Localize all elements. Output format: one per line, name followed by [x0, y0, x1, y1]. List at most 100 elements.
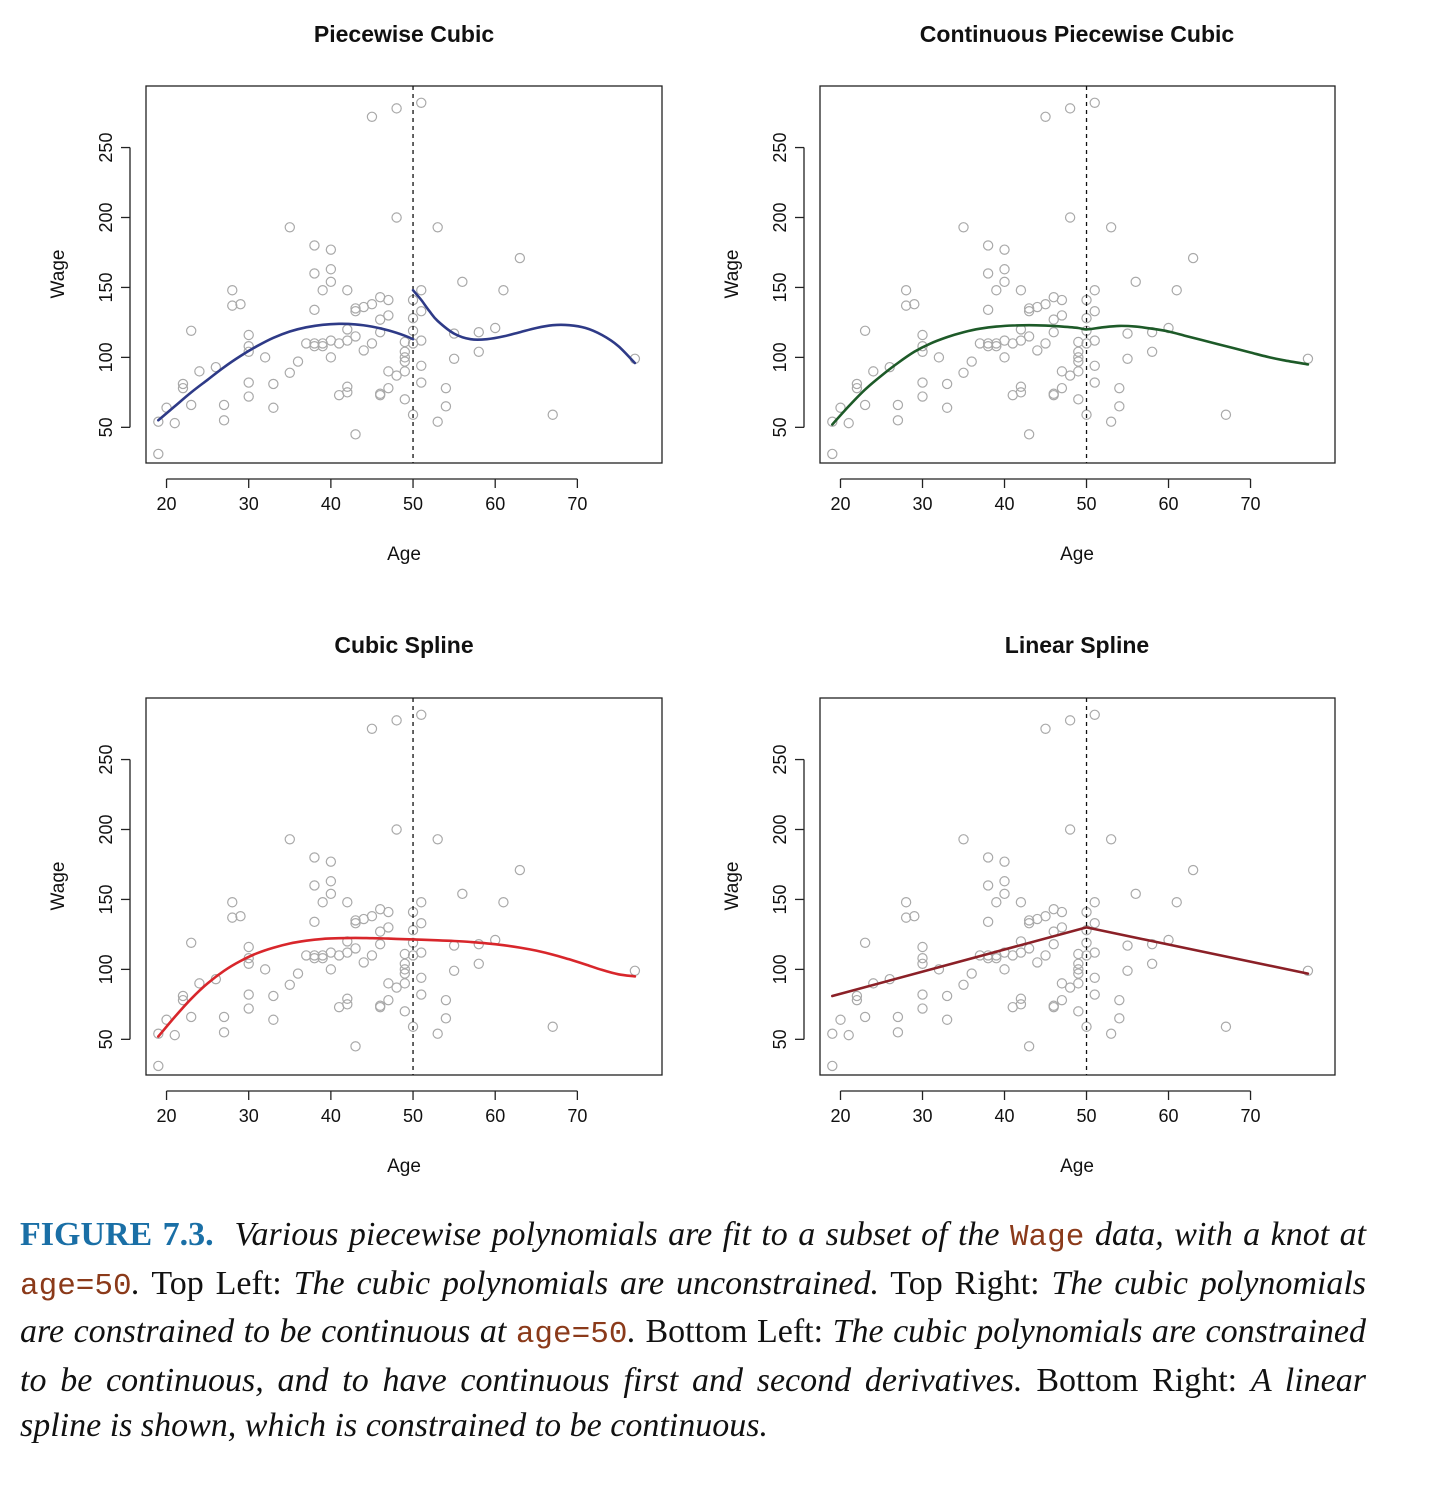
data-point — [440, 1013, 452, 1024]
y-tick-label: 250 — [96, 745, 116, 775]
data-point — [284, 979, 295, 990]
data-point — [991, 897, 1002, 908]
data-point — [917, 329, 928, 341]
data-point — [374, 389, 386, 401]
caption-panel-ref: Top Left: — [151, 1264, 282, 1302]
data-point — [194, 366, 205, 377]
data-point — [982, 880, 994, 891]
x-axis-label: Age — [1060, 1156, 1094, 1177]
data-point — [1130, 888, 1141, 900]
data-point — [1105, 1028, 1117, 1039]
figure-label: FIGURE 7.3. — [20, 1216, 214, 1253]
data-point — [1089, 989, 1100, 1000]
data-point — [268, 990, 279, 1002]
data-point — [391, 370, 402, 381]
data-point — [325, 888, 337, 900]
data-point — [1015, 897, 1027, 908]
data-point — [917, 989, 928, 1000]
data-point — [514, 252, 526, 264]
data-point — [1171, 897, 1182, 908]
data-point — [325, 244, 337, 255]
data-point — [1048, 389, 1059, 401]
fit-line — [831, 323, 1310, 426]
data-point — [374, 939, 386, 950]
data-point — [366, 111, 378, 122]
x-tick-label: 70 — [567, 494, 587, 514]
data-point — [399, 1006, 411, 1017]
data-point — [843, 1029, 854, 1041]
panel-cubic-spline: Cubic Spline Age Wage 20 30 40 50 60 70 50 100 1… — [48, 632, 663, 1177]
data-point — [350, 1041, 361, 1052]
data-point — [514, 864, 526, 876]
data-point — [1089, 377, 1100, 388]
data-point — [416, 306, 427, 317]
data-point — [243, 989, 254, 1000]
data-point — [1064, 982, 1076, 993]
data-point — [448, 328, 460, 339]
data-point — [177, 990, 189, 1002]
data-point — [999, 276, 1010, 288]
data-point — [1114, 401, 1125, 412]
data-point — [1073, 1006, 1084, 1017]
data-point — [317, 952, 328, 964]
data-point — [153, 1060, 164, 1072]
panel-title: Piecewise Cubic — [314, 21, 494, 47]
x-tick-label: 50 — [403, 1106, 423, 1126]
data-point — [325, 264, 337, 275]
y-tick-label: 50 — [770, 1029, 790, 1049]
data-point — [851, 994, 863, 1006]
data-point — [243, 1003, 254, 1014]
data-point — [1064, 212, 1076, 223]
data-point — [1023, 306, 1035, 317]
data-point — [1015, 947, 1027, 958]
panel-title: Continuous Piecewise Cubic — [920, 21, 1235, 47]
data-point — [1122, 328, 1133, 339]
caption-text: A linear spline is shown, which is const… — [20, 1361, 1367, 1445]
data-point — [391, 103, 402, 114]
y-tick-label: 200 — [96, 814, 116, 844]
data-point — [1032, 345, 1043, 356]
y-tick-label: 50 — [96, 1029, 116, 1049]
data-point — [941, 1014, 953, 1025]
data-point — [991, 952, 1002, 964]
data-point — [1048, 327, 1059, 338]
data-point — [432, 222, 443, 233]
data-point — [432, 416, 443, 427]
data-point — [358, 957, 369, 968]
caption-text: Various piecewise polynomials are fit to… — [234, 1216, 1000, 1253]
data-point — [342, 897, 353, 908]
y-axis-label: Wage — [722, 250, 743, 299]
data-point — [999, 244, 1010, 255]
data-point — [1114, 382, 1125, 394]
data-point — [498, 285, 509, 296]
y-tick-label: 50 — [96, 417, 116, 437]
data-point — [218, 399, 230, 411]
data-point — [982, 240, 994, 251]
data-point — [366, 911, 378, 922]
data-point — [917, 958, 928, 969]
data-point — [309, 852, 320, 863]
data-point — [399, 394, 411, 405]
data-point — [325, 856, 337, 867]
data-point — [473, 958, 484, 969]
data-point — [1089, 897, 1100, 908]
y-tick-label: 200 — [770, 814, 790, 844]
caption-text: . — [131, 1264, 141, 1302]
data-point — [350, 943, 361, 954]
data-point — [185, 399, 197, 411]
data-point — [859, 325, 871, 337]
data-point — [900, 285, 912, 296]
data-point — [366, 338, 378, 349]
data-point — [1073, 366, 1084, 377]
data-point — [243, 391, 254, 402]
data-point — [358, 345, 369, 356]
caption-text: . — [627, 1313, 636, 1351]
x-tick-label: 50 — [403, 494, 423, 514]
data-point — [1081, 1021, 1092, 1032]
data-point — [892, 1027, 904, 1038]
data-point — [917, 1003, 928, 1014]
x-tick-label: 40 — [994, 1106, 1014, 1126]
data-point — [448, 965, 460, 976]
data-point — [1015, 993, 1027, 1004]
data-point — [1032, 957, 1043, 968]
